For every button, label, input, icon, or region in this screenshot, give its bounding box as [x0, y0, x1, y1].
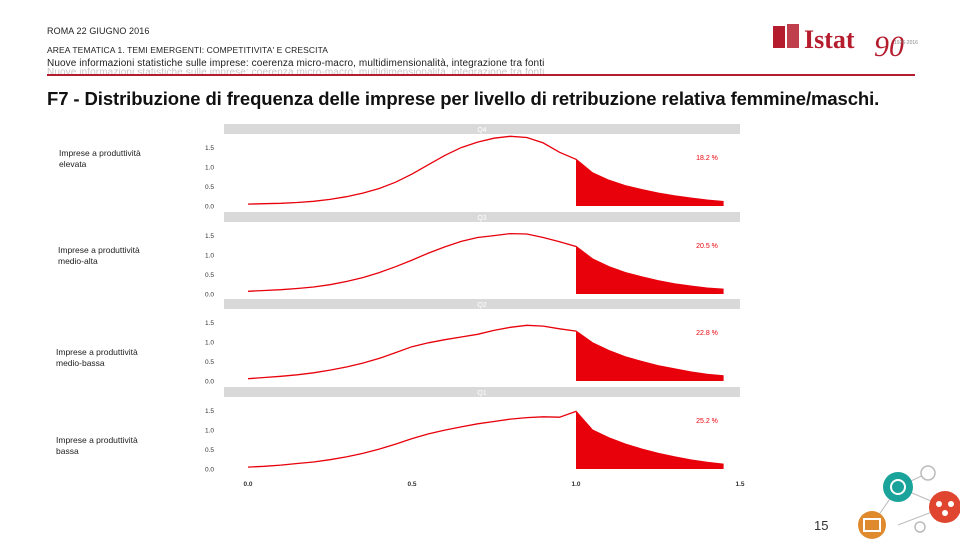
x-tick-label: 1.0 [571, 481, 580, 488]
panel-q1: Q1 0.0 0.5 1.0 1.5 25.2 % [205, 387, 740, 474]
y-tick-label: 1.5 [205, 320, 214, 327]
logo-tagline: 1926·2016 [894, 40, 918, 46]
y-tick-label: 0.5 [205, 272, 214, 279]
density-line [247, 232, 724, 292]
header-rule [47, 74, 915, 76]
people-icon [929, 491, 960, 523]
y-tick-label: 0.5 [205, 184, 214, 191]
share-annotation: 25.2 % [696, 418, 718, 425]
panel-label: Imprese a produttività elevata [59, 148, 141, 169]
panel-q4: Q4 0.0 0.5 1.0 1.5 18.2 % [205, 124, 740, 211]
slide-title: F7 - Distribuzione di frequenza delle im… [47, 88, 880, 109]
tail-area [576, 159, 724, 206]
y-tick-label: 0.0 [205, 292, 214, 299]
person-head-icon [942, 510, 948, 516]
panel-strip [224, 212, 740, 222]
x-tick-label: 0.5 [407, 481, 416, 488]
y-tick-label: 0.0 [205, 204, 214, 211]
deco-node [914, 521, 926, 533]
y-tick-label: 1.0 [205, 428, 214, 435]
panel-strip [224, 387, 740, 397]
page-number: 15 [814, 518, 829, 533]
session-title: Nuove informazioni statistiche sulle imp… [47, 58, 545, 69]
network-icon [883, 472, 913, 502]
logo-text: Istat [804, 25, 855, 54]
istat-logo: Istat 90 1926·2016 [773, 24, 918, 63]
share-annotation: 18.2 % [696, 155, 718, 162]
y-tick-label: 0.5 [205, 447, 214, 454]
panel-strip [224, 124, 740, 134]
panel-label: Imprese a produttività bassa [56, 435, 138, 456]
person-head-icon [948, 501, 954, 507]
y-tick-label: 0.0 [205, 467, 214, 474]
deco-node [920, 465, 936, 481]
panel-label: Imprese a produttività medio-alta [58, 245, 140, 266]
panel-strip-label: Q1 [477, 390, 486, 397]
decorative-icons [858, 465, 960, 539]
density-line [247, 135, 724, 205]
panel-q3: Q3 0.0 0.5 1.0 1.5 20.5 % [205, 212, 740, 299]
y-tick-label: 1.0 [205, 340, 214, 347]
tail-area [576, 411, 724, 469]
share-annotation: 20.5 % [696, 243, 718, 250]
tail-area [576, 331, 724, 381]
event-date: ROMA 22 GIUGNO 2016 [47, 26, 150, 36]
network-icon-inner [890, 479, 906, 495]
panel-strip-label: Q3 [477, 215, 486, 222]
y-tick-label: 0.0 [205, 379, 214, 386]
person-head-icon [936, 501, 942, 507]
y-tick-label: 1.5 [205, 408, 214, 415]
session-title-ghost: Nuove informazioni statistiche sulle imp… [47, 68, 545, 76]
tail-area [576, 246, 724, 294]
archive-icon-box [863, 518, 881, 532]
archive-icon [858, 511, 886, 539]
thematic-area: AREA TEMATICA 1. TEMI EMERGENTI: COMPETI… [47, 45, 329, 55]
x-tick-label: 1.5 [735, 481, 744, 488]
logo-flag-left [773, 26, 785, 48]
panel-label: Imprese a produttività medio-bassa [56, 347, 138, 368]
y-tick-label: 1.0 [205, 253, 214, 260]
y-tick-label: 1.0 [205, 165, 214, 172]
panel-strip-label: Q4 [477, 127, 486, 134]
logo-flag-right [787, 24, 799, 48]
y-tick-label: 1.5 [205, 145, 214, 152]
x-tick-label: 0.0 [243, 481, 252, 488]
y-tick-label: 0.5 [205, 359, 214, 366]
logo-anniversary: 90 [874, 30, 904, 63]
panel-strip-label: Q2 [477, 302, 486, 309]
share-annotation: 22.8 % [696, 330, 718, 337]
y-tick-label: 1.5 [205, 233, 214, 240]
panel-strip [224, 299, 740, 309]
panel-q2: Q2 0.0 0.5 1.0 1.5 22.8 % [205, 299, 740, 386]
